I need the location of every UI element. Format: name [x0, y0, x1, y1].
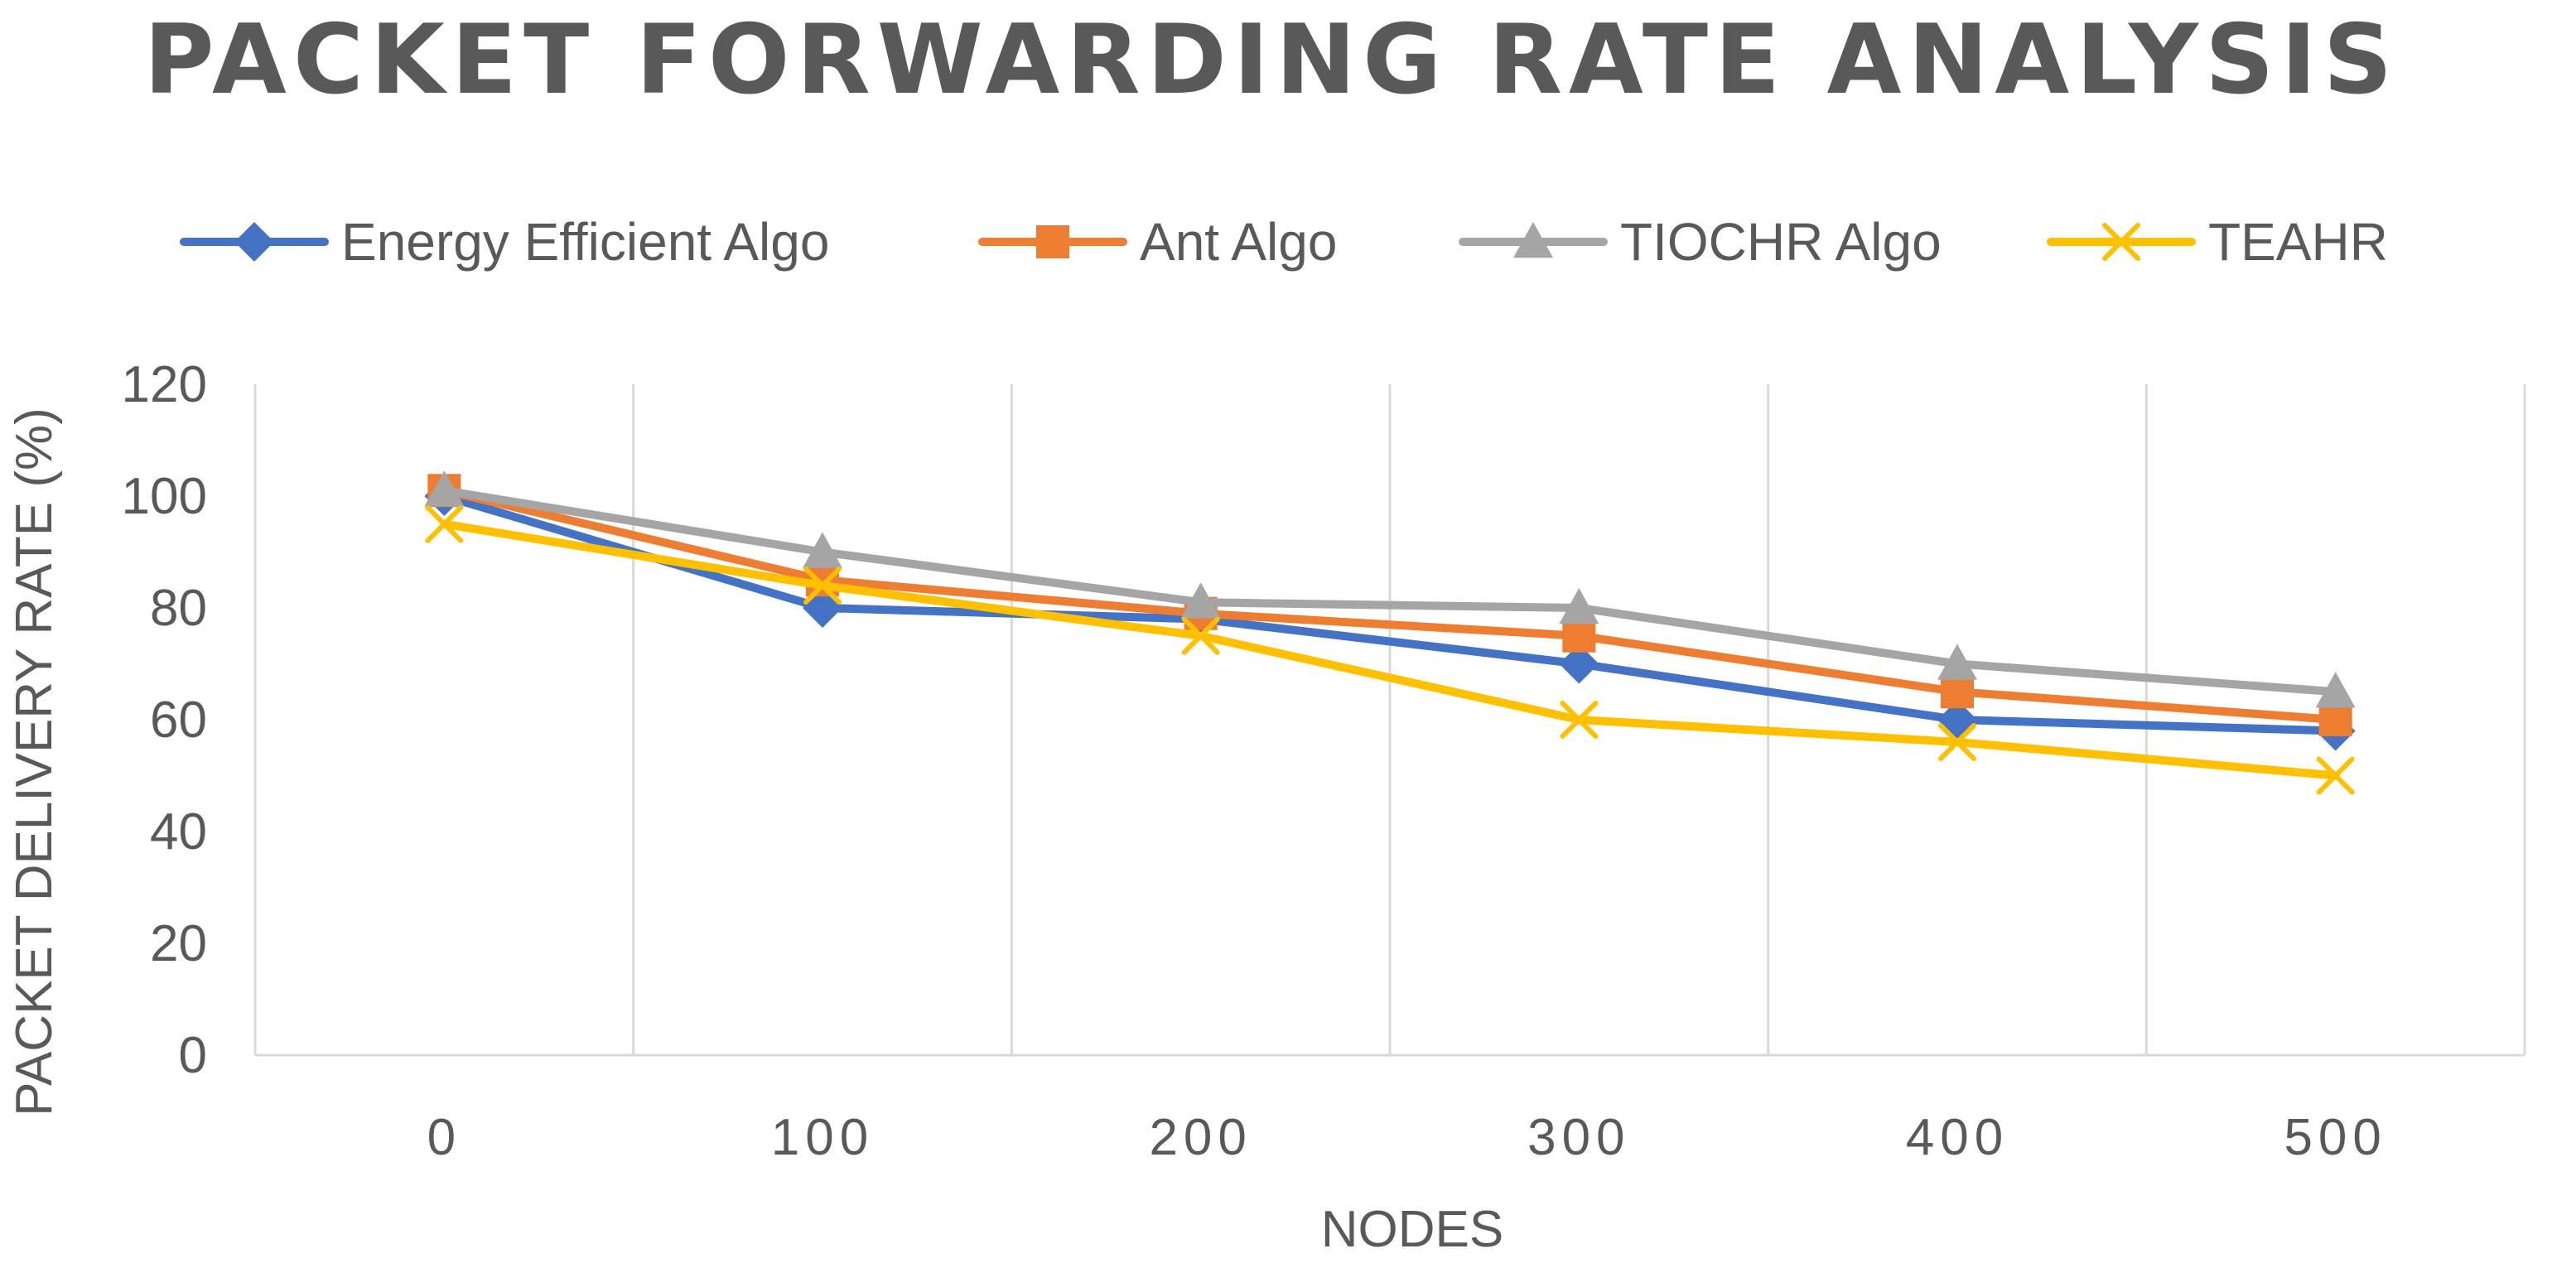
- x-tick-label: 400: [1906, 1109, 2009, 1166]
- x-tick-label: 200: [1149, 1109, 1252, 1166]
- data-point-ant-algo: [2318, 703, 2352, 736]
- x-tick-label: 500: [2284, 1109, 2386, 1166]
- data-point-tiochr-algo: [803, 532, 842, 568]
- data-point-ant-algo: [1941, 675, 1974, 709]
- axes: [253, 384, 2525, 1057]
- legend-label: Energy Efficient Algo: [341, 212, 829, 272]
- legend-item-tiochr-algo: TIOCHR Algo: [1459, 212, 1942, 272]
- data-point-teahr: [1938, 723, 1976, 761]
- data-point-tiochr-algo: [424, 470, 465, 507]
- legend-marker-tiochr-algo: [1513, 222, 1553, 258]
- x-tick-label: 100: [771, 1109, 874, 1166]
- legend-item-ant-algo: Ant Algo: [978, 212, 1337, 272]
- y-axis-title: PACKET DELIVERY RATE (%): [6, 407, 63, 1116]
- data-point-tiochr-algo: [2315, 672, 2356, 708]
- x-tick-labels: 0 100 200 300 400 500: [427, 1109, 2386, 1166]
- data-point-teahr: [2316, 756, 2355, 795]
- legend-marker-ant-algo: [1036, 225, 1069, 258]
- data-point-tiochr-algo: [1180, 582, 1221, 619]
- data-point-teahr: [803, 567, 842, 605]
- y-tick-label: 80: [150, 580, 207, 637]
- y-tick-label: 100: [122, 468, 207, 525]
- series-tiochr-algo: [424, 470, 2356, 708]
- gridlines: [632, 384, 2526, 1055]
- series-teahr: [425, 504, 2355, 795]
- y-tick-label: 40: [150, 803, 207, 861]
- chart-title: PACKET FORWARDING RATE ANALYSIS: [144, 4, 2400, 116]
- series-layer: [424, 470, 2356, 795]
- legend-label: Ant Algo: [1140, 212, 1337, 272]
- x-marker-stroke: [2102, 223, 2140, 261]
- legend-label: TIOCHR Algo: [1620, 212, 1942, 272]
- y-tick-label: 20: [150, 915, 207, 972]
- x-marker-stroke: [425, 504, 464, 543]
- series-line-ant-algo: [440, 486, 2340, 724]
- legend: Energy Efficient Algo Ant Algo TIOCHR Algo…: [180, 212, 2388, 272]
- data-point-energy-efficient-algo: [1559, 644, 1599, 684]
- data-point-ant-algo: [1562, 619, 1596, 653]
- series-line-teahr: [440, 519, 2340, 780]
- x-tick-label: 0: [427, 1109, 461, 1166]
- legend-marker-energy-efficient-algo: [234, 222, 274, 262]
- x-marker-stroke: [2316, 756, 2355, 795]
- data-point-teahr: [1560, 701, 1599, 739]
- data-point-tiochr-algo: [1937, 644, 1977, 680]
- x-axis-title: NODES: [1321, 1201, 1503, 1258]
- y-tick-label: 120: [122, 356, 207, 413]
- x-marker-stroke: [803, 567, 842, 605]
- legend-item-teahr: TEAHR: [2047, 212, 2388, 272]
- legend-label: TEAHR: [2208, 212, 2388, 272]
- y-tick-labels: 0 20 40 60 80 100 120: [122, 356, 207, 1084]
- x-marker-stroke: [1560, 701, 1599, 739]
- legend-item-energy-efficient-algo: Energy Efficient Algo: [180, 212, 829, 272]
- data-point-teahr: [1181, 616, 1220, 655]
- y-tick-label: 60: [150, 692, 207, 749]
- series-line-energy-efficient-algo: [440, 492, 2340, 735]
- legend-marker-teahr: [2102, 223, 2140, 261]
- data-point-tiochr-algo: [1559, 588, 1599, 624]
- x-marker-stroke: [1938, 723, 1976, 761]
- data-point-teahr: [425, 504, 464, 543]
- x-marker-stroke: [1181, 616, 1220, 655]
- series-line-tiochr-algo: [440, 486, 2340, 697]
- x-tick-label: 300: [1527, 1109, 1630, 1166]
- y-tick-label: 0: [179, 1027, 207, 1084]
